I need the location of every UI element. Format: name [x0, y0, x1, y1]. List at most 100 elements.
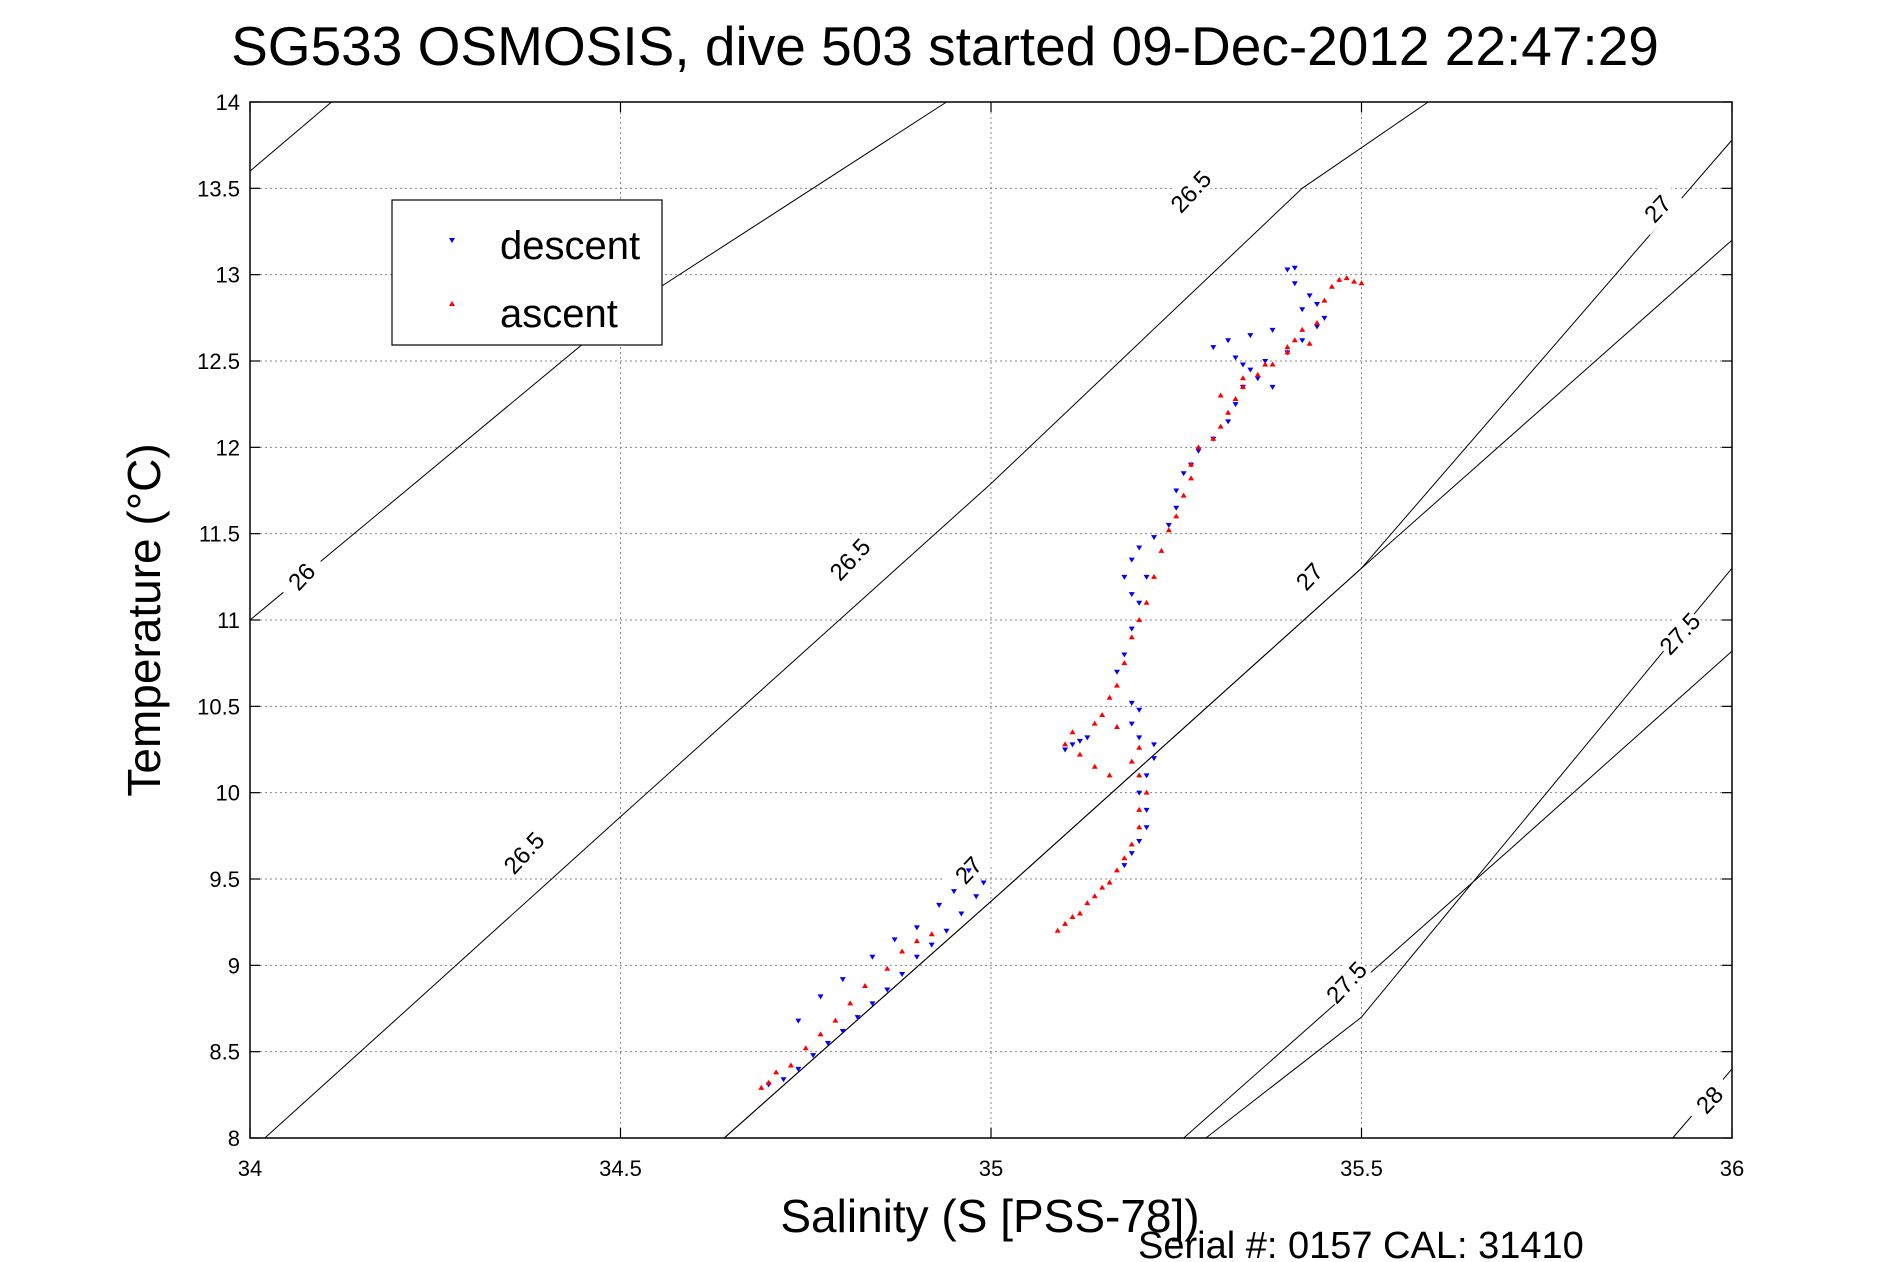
ascent-point — [928, 931, 935, 937]
ascent-point — [1099, 711, 1106, 717]
gridlines — [250, 102, 1732, 1138]
ascent-point — [1136, 744, 1143, 750]
descent-point — [1128, 851, 1135, 857]
descent-point — [973, 894, 980, 900]
ascent-point — [1143, 789, 1150, 795]
descent-point — [1232, 402, 1239, 408]
ascent-point — [1099, 884, 1106, 890]
contour-label-background — [1283, 549, 1335, 603]
legend-descent-marker — [449, 238, 455, 243]
descent-point — [824, 1041, 831, 1047]
ascent-point — [1076, 751, 1083, 757]
descent-point — [1143, 773, 1150, 779]
ascent-point — [773, 1069, 780, 1075]
contour-label-background — [275, 549, 328, 603]
descent-point — [795, 1018, 802, 1024]
footer-serial-cal: Serial #: 0157 CAL: 31410 — [1138, 1225, 1584, 1262]
descent-point — [1136, 839, 1143, 845]
descent-point — [1136, 790, 1143, 796]
ascent-point — [1136, 824, 1143, 830]
descent-point — [928, 942, 935, 948]
descent-point — [1284, 267, 1291, 273]
descent-point — [884, 987, 891, 993]
descent-point — [1173, 505, 1180, 511]
ascent-point — [1062, 920, 1069, 926]
ascent-point — [1136, 617, 1143, 622]
descent-point — [1143, 807, 1150, 813]
legend-box — [391, 199, 663, 346]
descent-point — [1113, 669, 1120, 675]
descent-point — [913, 925, 920, 931]
descent-point — [1210, 345, 1217, 351]
ascent-point — [802, 1045, 809, 1051]
descent-point — [1225, 419, 1232, 425]
descent-point — [936, 902, 943, 908]
ascent-point — [1091, 763, 1098, 769]
descent-point — [839, 1028, 846, 1034]
ascent-point — [1254, 371, 1261, 377]
y-tick-label: 8.5 — [209, 1040, 240, 1065]
descent-point — [1165, 523, 1172, 529]
y-tick-label: 13.5 — [197, 176, 240, 201]
descent-point — [958, 911, 965, 917]
ascent-point — [1106, 879, 1113, 885]
descent-point — [899, 971, 906, 977]
descent-point — [1299, 338, 1306, 344]
ascent-point — [1136, 772, 1143, 778]
x-axis-label: Salinity (S [PSS-78]) — [780, 1190, 1199, 1242]
descent-point — [1269, 327, 1276, 333]
ascent-point — [765, 1079, 772, 1085]
descent-point — [1291, 281, 1298, 287]
ascent-point — [1284, 344, 1291, 350]
descent-point — [1173, 488, 1180, 494]
legend-descent-label: descent — [500, 224, 640, 268]
contour-label-background — [1631, 181, 1684, 235]
descent-point — [839, 977, 846, 983]
ascent-point — [1358, 280, 1365, 286]
ascent-point — [1321, 297, 1328, 303]
ascent-point — [1113, 724, 1120, 730]
descent-point — [1151, 742, 1158, 748]
density-contour-line — [264, 101, 1429, 1139]
descent-point — [980, 880, 987, 886]
y-tick-label: 10 — [216, 781, 240, 806]
ascent-point — [1106, 694, 1113, 700]
ascent-point — [787, 1062, 794, 1068]
density-contour-line — [1205, 567, 1733, 1139]
ascent-point — [1121, 660, 1128, 666]
descent-point — [1128, 592, 1135, 598]
ascent-point — [1128, 634, 1135, 640]
descent-point — [1151, 535, 1158, 541]
descent-point — [1128, 700, 1135, 706]
y-axis-ticks: 8 8.5 9 9.5 10 10.5 11 11.5 12 12.5 13 13.5 14 — [197, 90, 1732, 1151]
ascent-point — [1195, 444, 1202, 450]
descent-point — [1299, 307, 1306, 313]
chart-title: SG533 OSMOSIS, dive 503 started 09-Dec-2… — [231, 15, 1659, 77]
descent-point — [795, 1066, 802, 1072]
descent-point — [1239, 362, 1246, 368]
ascent-point — [1351, 278, 1358, 284]
ascent-point — [1210, 435, 1217, 441]
y-tick-label: 11 — [217, 608, 240, 633]
ascent-point — [1143, 599, 1150, 605]
descent-point — [1076, 738, 1083, 744]
y-tick-label: 11.5 — [199, 522, 240, 547]
ascent-point — [913, 938, 920, 944]
x-tick-label: 35 — [979, 1156, 1003, 1181]
x-tick-label: 34.5 — [599, 1156, 642, 1181]
contour-label-background — [497, 825, 550, 879]
ascent-point — [1165, 527, 1172, 533]
descent-point — [869, 954, 876, 960]
ascent-point — [1343, 275, 1350, 281]
ascent-point — [817, 1031, 824, 1037]
legend-ascent-label: ascent — [500, 292, 618, 336]
descent-point — [1143, 825, 1150, 831]
ascent-point — [1091, 720, 1098, 726]
descent-point — [965, 868, 972, 874]
descent-point — [1314, 324, 1321, 330]
ascent-point — [1128, 758, 1135, 764]
legend-ascent-marker — [449, 301, 455, 306]
ascent-point — [1217, 392, 1224, 398]
ascent-point — [1136, 806, 1143, 812]
ascent-point — [832, 1017, 839, 1023]
